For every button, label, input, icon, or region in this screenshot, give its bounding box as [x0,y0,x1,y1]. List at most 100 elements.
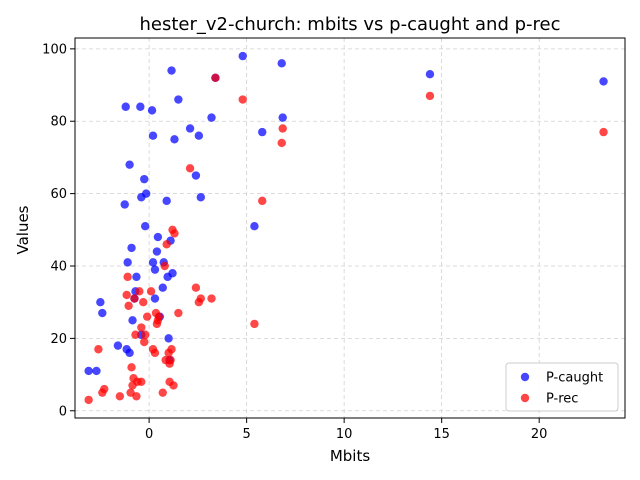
x-tick-label: 20 [531,427,548,442]
data-point [278,113,287,122]
chart-title: hester_v2-church: mbits vs p-caught and … [139,14,560,35]
legend-label: P-rec [546,392,578,407]
data-point [140,174,149,184]
legend: P-caught P-rec [505,362,619,412]
data-point [128,316,137,325]
data-point [258,196,267,206]
data-point [96,297,105,307]
data-point [125,160,134,169]
data-point [140,337,149,347]
data-point [258,127,267,137]
data-point [132,392,141,401]
x-tick-label: 0 [145,427,153,442]
data-point [158,283,167,292]
data-points [84,51,608,405]
data-point [277,138,286,148]
data-point [146,287,156,296]
data-point [169,381,178,390]
x-tick-label: 5 [242,427,250,442]
data-point [152,247,162,256]
data-point [170,229,179,238]
y-tick-label: 20 [50,332,67,347]
data-point [122,290,131,300]
data-point [123,272,132,282]
data-point [98,308,107,318]
data-point [207,294,216,303]
data-point [141,189,151,198]
data-point [196,193,205,202]
legend-marker [520,372,530,382]
data-point [142,312,152,321]
data-point [120,200,129,209]
data-point [84,366,93,376]
data-point [167,345,176,354]
data-point [137,377,146,387]
y-tick-label: 100 [42,42,67,57]
data-point [162,196,171,206]
y-tick-label: 80 [50,115,67,130]
series-p-rec [84,73,608,405]
data-point [425,69,435,79]
data-point [599,77,608,86]
y-tick-label: 0 [59,404,67,419]
data-point [123,258,132,267]
data-point [174,95,183,104]
data-point [141,330,150,339]
y-axis-label: Values [14,205,32,254]
data-point [168,269,177,278]
data-point [185,164,195,173]
data-point [131,330,140,339]
legend-label: P-caught [546,371,603,386]
data-point [124,301,133,311]
data-point [211,73,220,83]
data-point [278,124,287,133]
data-point [162,240,171,249]
data-point [139,297,148,307]
data-point [127,363,136,372]
data-point [121,102,130,111]
y-tick-label: 40 [50,260,67,275]
data-point [100,384,109,394]
data-point [166,355,175,365]
data-point [84,395,93,405]
data-point [135,287,144,296]
data-point [115,392,125,401]
data-point [154,312,164,321]
y-tick-label: 60 [50,187,67,202]
x-axis-ticks: 0 5 10 15 20 [145,418,547,442]
data-point [194,131,204,140]
data-point [207,113,216,122]
data-point [127,243,136,253]
data-point [238,51,247,61]
data-point [250,319,259,329]
data-point [130,294,139,303]
data-point [141,221,150,231]
x-tick-label: 10 [336,427,353,442]
data-point [150,294,160,303]
data-point [153,232,163,242]
data-point [599,127,608,137]
data-point [148,131,158,140]
data-point [94,345,103,354]
data-point [425,91,435,101]
data-point [277,59,286,68]
data-point [196,294,205,303]
data-point [185,124,195,133]
data-point [170,135,179,144]
data-point [167,66,176,75]
data-point [136,102,145,111]
legend-marker [520,393,530,403]
data-point [191,171,201,180]
data-point [160,261,169,271]
plot-area-frame [74,37,626,419]
data-point [137,323,146,332]
data-point [92,366,101,376]
data-point [150,265,160,274]
data-point [238,95,247,104]
data-point [113,341,123,350]
data-point [147,106,157,115]
data-point [132,272,141,282]
y-axis-ticks: 0 20 40 60 80 100 [42,42,75,419]
data-point [158,388,167,397]
